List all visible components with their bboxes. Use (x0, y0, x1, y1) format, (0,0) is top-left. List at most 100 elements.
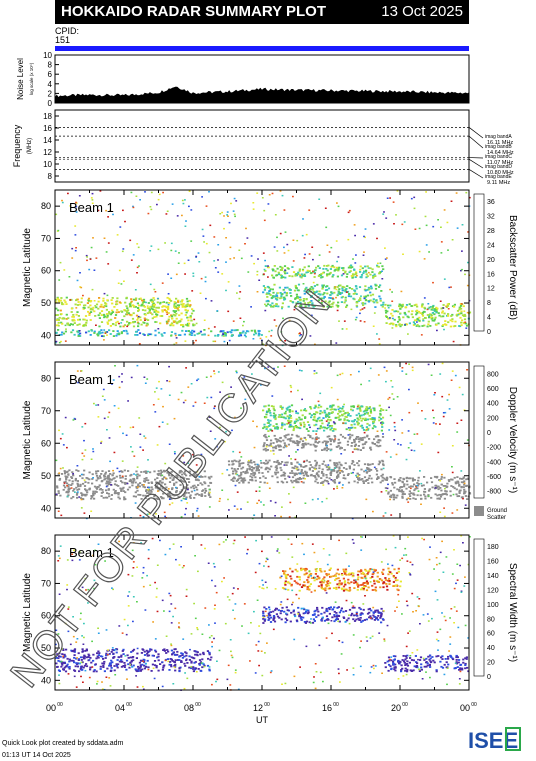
data-cell (455, 488, 458, 491)
data-cell (456, 656, 459, 659)
data-cell (277, 366, 279, 368)
data-cell (143, 301, 146, 303)
data-cell (315, 461, 318, 464)
data-cell (359, 449, 362, 451)
data-cell (188, 666, 191, 669)
data-cell (323, 264, 326, 267)
data-cell (259, 477, 262, 479)
data-cell (103, 339, 105, 341)
data-cell (208, 477, 211, 480)
data-cell (180, 516, 183, 518)
data-cell (356, 405, 359, 408)
data-cell (118, 333, 121, 336)
data-cell (162, 649, 165, 651)
data-cell (157, 474, 160, 476)
data-cell (146, 322, 149, 325)
data-cell (166, 210, 169, 212)
data-cell (401, 223, 404, 226)
data-cell (306, 586, 309, 588)
data-cell (221, 334, 224, 337)
data-cell (361, 619, 364, 622)
data-cell (97, 209, 100, 212)
data-cell (466, 498, 469, 500)
data-cell (84, 650, 87, 652)
data-cell (164, 483, 167, 486)
data-cell (109, 333, 112, 335)
data-cell (344, 289, 347, 291)
data-cell (254, 332, 257, 335)
data-cell (308, 301, 312, 304)
data-cell (108, 319, 111, 322)
data-cell (122, 248, 125, 250)
data-cell (92, 490, 95, 493)
data-cell (352, 293, 355, 295)
data-cell (269, 450, 272, 452)
data-cell (154, 650, 158, 653)
data-cell (419, 312, 422, 314)
data-cell (283, 296, 286, 299)
data-cell (173, 417, 176, 420)
data-cell (106, 299, 109, 302)
data-cell (286, 581, 289, 583)
data-cell (366, 582, 369, 584)
data-cell (322, 268, 325, 270)
data-cell (316, 296, 319, 298)
data-cell (97, 486, 100, 488)
data-cell (69, 299, 72, 301)
data-cell (333, 428, 336, 430)
data-cell (177, 334, 181, 336)
data-cell (299, 301, 302, 304)
data-cell (321, 411, 324, 414)
data-cell (290, 420, 293, 422)
data-cell (98, 475, 102, 477)
data-cell (298, 477, 301, 479)
data-cell (293, 308, 296, 311)
data-cell (256, 192, 259, 194)
data-cell (146, 312, 149, 315)
data-cell (188, 495, 192, 498)
data-cell (75, 493, 79, 496)
data-cell (390, 322, 393, 325)
data-cell (379, 578, 382, 581)
data-cell (374, 287, 378, 290)
data-cell (149, 305, 152, 308)
data-cell (72, 650, 75, 653)
data-cell (320, 273, 323, 275)
data-cell (165, 310, 168, 312)
data-cell (351, 266, 354, 268)
data-cell (303, 266, 306, 269)
data-cell (461, 314, 465, 317)
data-cell (347, 413, 350, 415)
data-cell (72, 318, 75, 321)
data-cell (75, 211, 78, 213)
data-cell (433, 319, 436, 322)
data-cell (400, 664, 403, 667)
data-cell (271, 395, 274, 397)
data-cell (387, 307, 390, 309)
data-cell (147, 498, 150, 501)
data-cell (93, 485, 97, 488)
data-cell (168, 394, 171, 396)
data-cell (403, 312, 406, 315)
data-cell (74, 418, 77, 420)
data-cell (197, 515, 200, 517)
data-cell (327, 414, 330, 417)
data-cell (387, 669, 390, 672)
data-cell (305, 620, 309, 623)
data-cell (193, 484, 196, 487)
data-cell (161, 487, 164, 490)
data-cell (161, 309, 164, 312)
data-cell (125, 305, 128, 308)
data-cell (300, 469, 303, 471)
data-cell (438, 497, 441, 500)
data-cell (107, 492, 110, 495)
colorbar-tick-label: -600 (487, 474, 501, 481)
data-cell (342, 610, 345, 613)
data-cell (156, 487, 160, 490)
data-cell (296, 440, 299, 442)
data-cell (134, 502, 137, 504)
data-cell (219, 426, 221, 429)
data-cell (240, 473, 243, 476)
data-cell (362, 254, 365, 256)
